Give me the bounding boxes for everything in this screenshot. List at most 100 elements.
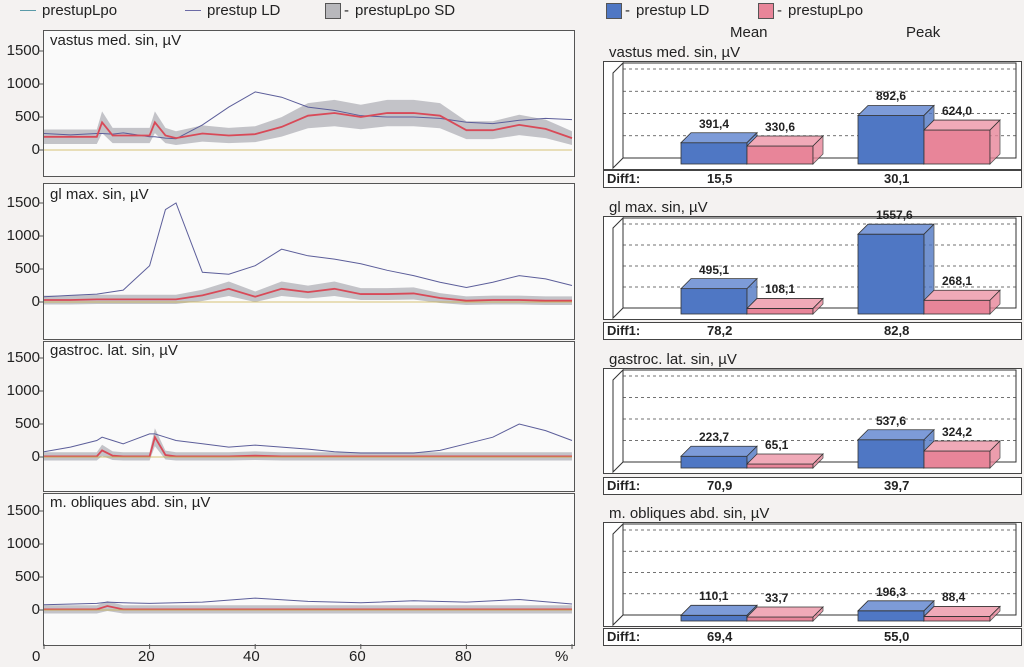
bar-side-face	[812, 606, 824, 622]
bar-prestuplpo	[746, 463, 814, 469]
y-tick: 1500	[6, 502, 40, 519]
legend-box-icon	[606, 2, 622, 19]
bar-panel-title: gl max. sin, µV	[609, 199, 708, 216]
bar-side-face	[989, 289, 1001, 315]
bar-top-face	[680, 604, 758, 616]
x-tick: 20	[138, 648, 155, 665]
bar-top-face	[857, 223, 935, 235]
legend-box-icon	[758, 2, 774, 19]
y-tick: 1000	[6, 227, 40, 244]
bar-prestuplpo	[923, 450, 991, 469]
x-tick: 80	[455, 648, 472, 665]
y-tick: 0	[31, 141, 40, 158]
bar-top-face	[680, 132, 758, 144]
legend-label: prestupLpo	[42, 2, 118, 19]
legend-prestup-ld: prestup LD	[185, 2, 280, 19]
y-tick: 1500	[6, 194, 40, 211]
bar-value-label: 624,0	[942, 104, 973, 119]
y-tick: 500	[14, 415, 40, 432]
bar-prestup-ld	[857, 233, 925, 315]
bar-top-face	[857, 600, 935, 612]
diff-mean: 78,2	[707, 323, 733, 338]
x-tick: %	[555, 648, 569, 665]
bar-top-face	[746, 298, 824, 309]
bar-top-face	[746, 453, 824, 465]
bar-top-face	[746, 606, 824, 618]
bar-panel-title: vastus med. sin, µV	[609, 44, 741, 61]
series-line-prestup-ld	[43, 202, 573, 298]
bar-prestuplpo	[746, 616, 814, 622]
diff-peak: 55,0	[884, 629, 910, 644]
series-line-prestuplpo	[44, 287, 572, 302]
bar-prestup-ld	[857, 610, 925, 622]
bar-value-label: 1557,6	[876, 208, 913, 223]
legend-prestuplpo-sd: - prestupLpo SD	[325, 2, 455, 19]
x-tick: 60	[349, 648, 366, 665]
bar-sidewall	[612, 522, 624, 627]
bar-prestuplpo	[746, 308, 814, 315]
legend-line-icon	[20, 10, 36, 11]
bar-panel-title: gastroc. lat. sin, µV	[609, 351, 737, 368]
y-tick: 1500	[6, 349, 40, 366]
legend-prestuplpo: prestupLpo	[20, 2, 117, 19]
bar-prestup-ld	[857, 115, 925, 165]
bar-top-face	[680, 278, 758, 290]
panel-title: m. obliques abd. sin, µV	[50, 494, 211, 511]
bar-prestuplpo	[923, 299, 991, 315]
bar-top-face	[857, 429, 935, 441]
bar-top-face	[746, 135, 824, 147]
bar-sidewall	[612, 368, 624, 474]
bar-prestup-ld	[857, 439, 925, 469]
x-tick: 40	[243, 648, 260, 665]
panel-title: gl max. sin, µV	[50, 186, 149, 203]
bar-prestup-ld	[680, 142, 748, 165]
y-tick: 1000	[6, 75, 40, 92]
series-line-prestuplpo	[44, 434, 572, 458]
bar-value-label: 88,4	[942, 590, 966, 605]
sd-band	[44, 428, 572, 461]
diff-label: Diff1:	[607, 171, 641, 186]
bar-value-label: 108,1	[765, 282, 796, 297]
bar-prestup-ld	[680, 614, 748, 622]
y-tick: 500	[14, 260, 40, 277]
bar-top-face	[680, 445, 758, 457]
x-tick: 0	[32, 648, 41, 665]
bar-value-label: 33,7	[765, 591, 789, 605]
diff-mean: 15,5	[707, 171, 733, 186]
y-tick: 1000	[6, 535, 40, 552]
legend-bar-prestup-ld: - prestup LD	[606, 2, 709, 19]
panel-title: vastus med. sin, µV	[50, 32, 182, 49]
y-tick: 0	[31, 293, 40, 310]
emg-panel-obliques	[43, 493, 575, 646]
diff-row: Diff1: 15,5 30,1	[603, 170, 1022, 188]
diff-peak: 30,1	[884, 171, 910, 186]
diff-row: Diff1: 69,4 55,0	[603, 628, 1022, 646]
column-header-mean: Mean	[730, 24, 768, 41]
bar-sidewall	[612, 61, 624, 170]
bar-backwall	[622, 523, 1017, 616]
bar-side-face	[989, 119, 1001, 165]
legend-label: prestup LD	[207, 2, 281, 19]
bar-side-face	[812, 297, 824, 315]
legend-label: prestup LD	[636, 2, 710, 19]
bar-top-face	[923, 440, 1001, 452]
y-tick: 1000	[6, 382, 40, 399]
bar-prestup-ld	[680, 455, 748, 469]
y-tick: 0	[31, 601, 40, 618]
bar-top-face	[923, 289, 1001, 301]
bar-top-face	[857, 105, 935, 116]
bar-value-label: 495,1	[699, 262, 730, 277]
bar-top-face	[923, 606, 1001, 617]
diff-peak: 82,8	[884, 323, 910, 338]
legend-box-icon	[325, 2, 341, 19]
diff-label: Diff1:	[607, 478, 641, 493]
y-tick: 500	[14, 568, 40, 585]
bar-side-face	[812, 135, 824, 165]
panel-title: gastroc. lat. sin, µV	[50, 342, 178, 359]
bar-prestuplpo	[923, 616, 991, 622]
column-header-peak: Peak	[906, 24, 941, 41]
bar-panel-title: m. obliques abd. sin, µV	[609, 505, 770, 522]
diff-row: Diff1: 78,2 82,8	[603, 322, 1022, 340]
